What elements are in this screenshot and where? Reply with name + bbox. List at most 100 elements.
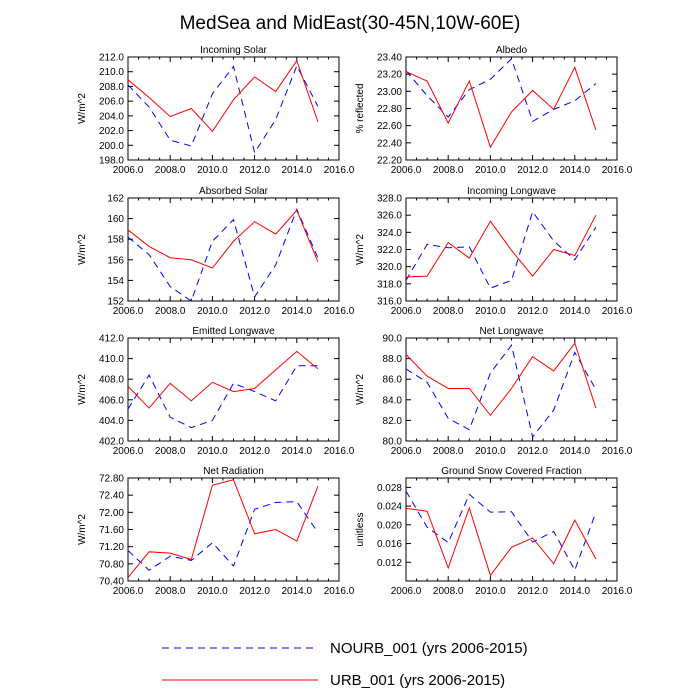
y-tick-label: 324.0	[377, 228, 402, 239]
y-tick-label: 0.012	[377, 558, 402, 569]
y-tick-label: 23.00	[377, 87, 402, 98]
y-tick-label: 316.0	[377, 297, 402, 308]
series-line-nourb	[405, 490, 597, 572]
y-tick-label: 90.0	[383, 334, 403, 345]
panel-title: Ground Snow Covered Fraction	[441, 466, 582, 477]
x-tick-label: 2014.0	[282, 586, 313, 597]
panel-title: Net Longwave	[480, 326, 544, 337]
y-tick-label: 158	[107, 235, 124, 246]
y-tick-label: 70.80	[99, 559, 124, 570]
y-tick-label: 154	[107, 276, 124, 287]
y-tick-label: 318.0	[377, 279, 402, 290]
series-line-urb	[405, 342, 597, 417]
y-axis-label: W/m^2	[77, 514, 88, 545]
y-tick-label: 23.20	[377, 70, 402, 81]
y-tick-label: 22.80	[377, 104, 402, 115]
x-tick-label: 2016.0	[602, 446, 633, 457]
y-tick-label: 206.0	[99, 97, 124, 108]
y-tick-label: 410.0	[99, 354, 124, 365]
y-tick-label: 23.40	[377, 53, 402, 64]
x-tick-label: 2012.0	[517, 306, 548, 317]
x-tick-label: 2016.0	[324, 446, 355, 457]
y-axis-label: W/m^2	[77, 374, 88, 405]
y-axis-label: W/m^2	[77, 234, 88, 265]
y-tick-label: 22.40	[377, 138, 402, 149]
y-tick-label: 326.0	[377, 211, 402, 222]
y-tick-label: 22.60	[377, 121, 402, 132]
x-tick-label: 2014.0	[560, 306, 591, 317]
x-tick-label: 2014.0	[560, 586, 591, 597]
x-tick-label: 2010.0	[475, 446, 506, 457]
y-tick-label: 210.0	[99, 67, 124, 78]
y-tick-label: 406.0	[99, 395, 124, 406]
x-tick-label: 2014.0	[282, 165, 313, 176]
panel-title: Absorbed Solar	[199, 186, 269, 197]
x-tick-label: 2008.0	[155, 586, 186, 597]
y-axis-label: W/m^2	[355, 374, 366, 405]
x-tick-label: 2016.0	[602, 165, 633, 176]
y-tick-label: 0.024	[377, 502, 402, 513]
series-line-urb	[127, 350, 319, 409]
y-tick-label: 72.40	[99, 491, 124, 502]
x-tick-label: 2012.0	[239, 586, 270, 597]
panel-incoming-solar: Incoming Solar 2006.0 2008.0 2010.0 2012.0 20…	[77, 45, 355, 176]
y-tick-label: 72.00	[99, 508, 124, 519]
y-tick-label: 198.0	[99, 156, 124, 167]
x-tick-label: 2006.0	[113, 446, 144, 457]
x-tick-label: 2010.0	[197, 306, 228, 317]
panel-title: Emitted Longwave	[192, 326, 275, 337]
x-tick-label: 2012.0	[239, 306, 270, 317]
x-tick-label: 2012.0	[517, 446, 548, 457]
series-line-nourb	[127, 501, 319, 571]
panel-title: Incoming Longwave	[467, 186, 556, 197]
series-line-urb	[405, 214, 597, 278]
x-tick-label: 2006.0	[391, 446, 422, 457]
x-tick-label: 2016.0	[324, 586, 355, 597]
x-tick-label: 2012.0	[239, 446, 270, 457]
x-tick-label: 2008.0	[433, 586, 464, 597]
x-tick-label: 2006.0	[113, 165, 144, 176]
series-line-urb	[405, 506, 597, 577]
x-tick-label: 2014.0	[282, 306, 313, 317]
plot-frame	[405, 477, 618, 582]
y-tick-label: 202.0	[99, 126, 124, 137]
y-tick-label: 152	[107, 297, 124, 308]
plot-frame	[127, 56, 340, 161]
y-tick-label: 70.40	[99, 577, 124, 588]
y-tick-label: 71.20	[99, 542, 124, 553]
x-tick-label: 2010.0	[475, 586, 506, 597]
x-tick-label: 2006.0	[391, 306, 422, 317]
y-tick-label: 156	[107, 255, 124, 266]
y-tick-label: 0.028	[377, 483, 402, 494]
legend-label-nourb: NOURB_001 (yrs 2006-2015)	[330, 640, 528, 657]
y-axis-label: W/m^2	[355, 234, 366, 265]
x-tick-label: 2006.0	[391, 586, 422, 597]
y-tick-label: 72.80	[99, 474, 124, 485]
panel-title: Albedo	[496, 45, 528, 56]
x-tick-label: 2006.0	[113, 306, 144, 317]
y-tick-label: 204.0	[99, 111, 124, 122]
series-line-nourb	[405, 344, 597, 439]
panel-absorbed-solar: Absorbed Solar 2006.0 2008.0 2010.0 2012.0 20…	[77, 186, 355, 317]
figure-title: MedSea and MidEast(30-45N,10W-60E)	[180, 13, 521, 34]
series-line-nourb	[127, 208, 319, 302]
panel-incoming-longwave: Incoming Longwave 2006.0 2008.0 2010.0 2012.…	[355, 186, 633, 317]
panel-ground-snow-covered-fraction: Ground Snow Covered Fraction 2006.0 2008.0…	[355, 466, 633, 597]
panel-albedo: Albedo 2006.0 2008.0 2010.0 2012.0 2014.0 2016…	[355, 45, 633, 176]
y-tick-label: 71.60	[99, 525, 124, 536]
x-tick-label: 2010.0	[197, 165, 228, 176]
x-tick-label: 2006.0	[113, 586, 144, 597]
y-tick-label: 404.0	[99, 416, 124, 427]
x-tick-label: 2016.0	[602, 586, 633, 597]
series-line-nourb	[127, 64, 319, 154]
x-tick-label: 2016.0	[602, 306, 633, 317]
plot-frame	[405, 337, 618, 442]
series-line-urb	[127, 59, 319, 133]
y-tick-label: 212.0	[99, 53, 124, 64]
x-tick-label: 2008.0	[433, 165, 464, 176]
y-tick-label: 22.20	[377, 156, 402, 167]
x-tick-label: 2008.0	[155, 446, 186, 457]
y-tick-label: 0.016	[377, 539, 402, 550]
plot-frame	[405, 197, 618, 302]
y-axis-label: unitless	[355, 513, 366, 547]
